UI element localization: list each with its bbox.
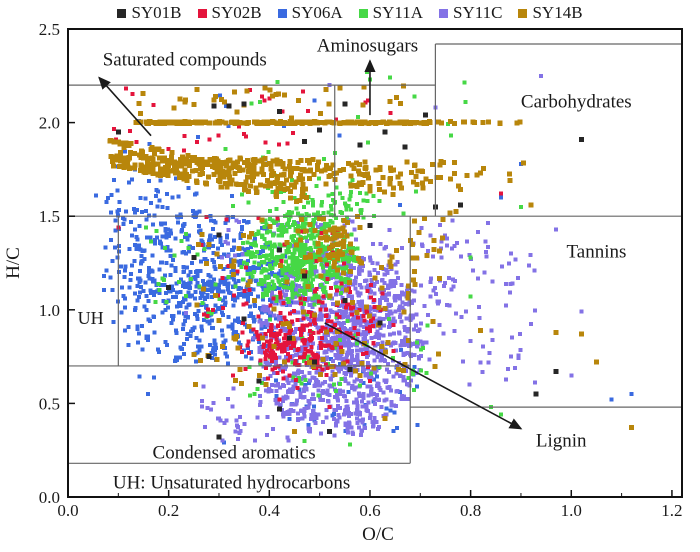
x-tick-label: 1.2 [661,501,682,520]
y-tick-label: 0.0 [39,488,60,507]
y-tick-label: 2.0 [39,114,60,133]
region-label-uh: UH [77,308,104,329]
x-tick-label: 0.2 [158,501,179,520]
saturated-arrow [98,76,152,137]
x-axis-title: O/C [362,524,394,545]
x-tick-label: 0.8 [460,501,481,520]
y-axis-title: H/C [3,247,24,279]
legend-swatch-icon [277,8,287,18]
x-tick-label: 0.6 [359,501,380,520]
scatter-points-layer [94,70,635,447]
legend-swatch-icon [358,8,368,18]
axis-tick-labels: 0.0 0.2 0.4 0.6 0.8 1.0 1.2 0.0 0.5 1.0 1.5 2.0 2.5 [39,20,683,520]
region-label-tannins: Tannins [566,241,627,263]
series-SY14B-points [107,83,635,434]
plot-border [67,28,683,498]
legend-item-SY14B: SY14B [518,3,583,23]
lignin-arrow [324,322,523,430]
chart-legend: SY01B SY02B SY06A SY11A SY11C SY14B [0,1,700,25]
legend-label: SY11C [453,3,503,22]
legend-item-SY11C: SY11C [439,3,502,23]
y-tick-label: 1.0 [39,301,60,320]
y-tick-label: 0.5 [39,394,60,413]
region-label-lignin: Lignin [535,430,587,452]
annotation-arrows [98,59,523,430]
legend-item-SY02B: SY02B [197,3,262,23]
series-SY01B-points [115,101,584,440]
legend-label: SY01B [131,3,182,22]
legend-swatch-icon [117,8,127,18]
legend-item-SY11A: SY11A [358,3,424,23]
region-label-condensed-aromatics: Condensed aromatics [152,442,316,464]
legend-swatch-icon [197,8,207,18]
legend-item-SY01B: SY01B [117,3,182,23]
legend-swatch-icon [439,8,449,18]
axis-ticks [67,28,673,498]
x-tick-label: 0.4 [259,501,281,520]
x-tick-label: 1.0 [561,501,582,520]
region-label-aminosugars: Aminosugars [316,35,419,57]
x-tick-label: 0.0 [57,501,78,520]
region-label-carbohydrates: Carbohydrates [520,91,632,113]
y-tick-label: 1.5 [39,207,60,226]
legend-label: SY02B [211,3,262,22]
y-tick-label: 2.5 [39,20,60,39]
series-SY11C-points [184,73,584,443]
legend-label: SY06A [291,3,343,22]
region-boundaries [68,43,682,464]
legend-item-SY06A: SY06A [277,3,343,23]
legend-label: SY14B [532,3,583,22]
region-label-saturated-compounds: Saturated compounds [102,49,267,71]
legend-swatch-icon [518,8,528,18]
legend-label: SY11A [372,3,424,22]
chart-footnote: UH: Unsaturated hydrocarbons [112,472,351,494]
